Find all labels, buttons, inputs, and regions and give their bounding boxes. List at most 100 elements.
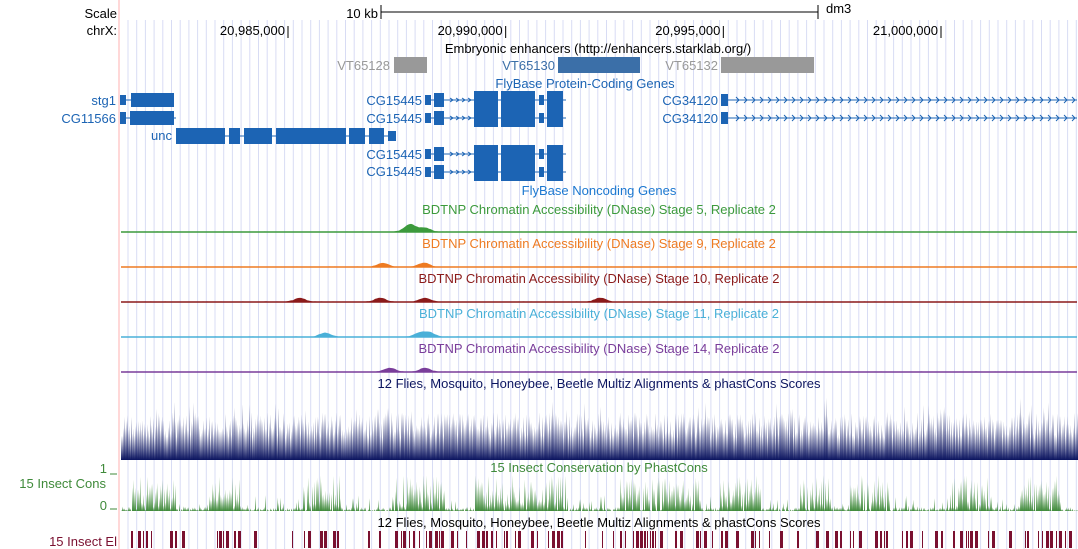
conserved-element[interactable] <box>337 531 339 548</box>
conserved-element[interactable] <box>625 531 626 548</box>
gene-label-cg34120-2[interactable]: CG34120 <box>662 111 718 126</box>
conserved-element[interactable] <box>1069 531 1072 548</box>
conserved-element[interactable] <box>435 531 438 548</box>
conserved-element[interactable] <box>515 531 516 548</box>
conserved-element[interactable] <box>238 531 241 548</box>
conserved-element[interactable] <box>780 531 783 548</box>
conserved-element[interactable] <box>531 531 534 548</box>
gene-model-unc[interactable] <box>176 128 396 144</box>
gene-model-cg34120-2[interactable] <box>721 112 1077 124</box>
gene-label-cg15445-1[interactable]: CG15445 <box>366 93 422 108</box>
gene-label-cg34120-1[interactable]: CG34120 <box>662 93 718 108</box>
multiz-track-title[interactable]: 12 Flies, Mosquito, Honeybee, Beetle Mul… <box>378 376 821 391</box>
conserved-element[interactable] <box>308 531 311 548</box>
protein-coding-track-title[interactable]: FlyBase Protein-Coding Genes <box>495 76 675 91</box>
gene-model-cg34120-1[interactable] <box>721 94 1077 106</box>
enhancer-items[interactable]: VT65128 VT65130 VT65132 <box>337 57 814 73</box>
gene-label-cg15445-3[interactable]: CG15445 <box>366 147 422 162</box>
insect-cons-side-label[interactable]: 15 Insect Cons <box>19 476 106 491</box>
dnase-signal[interactable] <box>121 331 1077 337</box>
gene-model-cg15445-2[interactable] <box>425 109 566 127</box>
conserved-element[interactable] <box>655 531 656 548</box>
dnase-signal[interactable] <box>121 223 1077 232</box>
gene-label-unc[interactable]: unc <box>151 128 172 143</box>
conserved-element[interactable] <box>941 531 943 548</box>
conserved-element[interactable] <box>151 531 152 548</box>
enhancer-feature-vt65128[interactable] <box>394 57 427 73</box>
gene-model-cg11566[interactable] <box>120 111 176 125</box>
conserved-element[interactable] <box>835 531 838 548</box>
conserved-element[interactable] <box>368 531 370 548</box>
conserved-element[interactable] <box>721 531 723 548</box>
gene-model-stg1[interactable] <box>120 93 174 107</box>
conserved-element[interactable] <box>826 531 829 548</box>
conserved-element[interactable] <box>992 531 995 548</box>
protein-coding-genes[interactable]: stg1 CG11566 unc CG15445 CG15445 CG15445 <box>61 91 1077 181</box>
gene-model-cg15445-4[interactable] <box>425 163 566 181</box>
enhancer-label-vt65130[interactable]: VT65130 <box>502 58 555 73</box>
conserved-element[interactable] <box>426 531 427 548</box>
conserved-element[interactable] <box>379 531 381 548</box>
conserved-element[interactable] <box>506 531 508 548</box>
conserved-element[interactable] <box>395 531 398 548</box>
dnase-signal[interactable] <box>121 262 1077 267</box>
gene-model-cg15445-1[interactable] <box>425 91 566 109</box>
conserved-element[interactable] <box>700 531 701 548</box>
conserved-element[interactable] <box>419 531 420 548</box>
conserved-element[interactable] <box>935 531 938 548</box>
conserved-element[interactable] <box>223 531 224 548</box>
conserved-element[interactable] <box>647 531 648 548</box>
gene-label-cg11566[interactable]: CG11566 <box>61 111 116 126</box>
conserved-element[interactable] <box>146 531 148 548</box>
conserved-element[interactable] <box>451 531 454 548</box>
conserved-element[interactable] <box>650 531 651 548</box>
conserved-element[interactable] <box>292 531 293 548</box>
conserved-element[interactable] <box>557 531 560 548</box>
conserved-element[interactable] <box>429 531 432 548</box>
conserved-element[interactable] <box>968 531 969 548</box>
insect-el-side-label[interactable]: 15 Insect El <box>49 534 117 549</box>
conserved-element[interactable] <box>548 531 549 548</box>
conserved-element[interactable] <box>333 531 336 548</box>
dnase-stage10-title[interactable]: BDTNP Chromatin Accessibility (DNase) St… <box>418 271 779 286</box>
conserved-element[interactable] <box>652 531 654 548</box>
conserved-element[interactable] <box>880 531 882 548</box>
conserved-element[interactable] <box>1046 531 1049 548</box>
conserved-element[interactable] <box>840 531 842 548</box>
conserved-element[interactable] <box>875 531 878 548</box>
conserved-element[interactable] <box>226 531 229 548</box>
conserved-element[interactable] <box>518 531 521 548</box>
conserved-element[interactable] <box>922 531 923 548</box>
conserved-element[interactable] <box>759 531 760 548</box>
conserved-element[interactable] <box>324 531 327 548</box>
conserved-element[interactable] <box>975 531 978 548</box>
conserved-element[interactable] <box>769 531 770 548</box>
conserved-element[interactable] <box>138 531 141 548</box>
conserved-element[interactable] <box>704 531 707 548</box>
multiz-signal[interactable] <box>121 397 1078 460</box>
gene-label-cg15445-2[interactable]: CG15445 <box>366 111 422 126</box>
conserved-element[interactable] <box>1065 531 1066 548</box>
conserved-element[interactable] <box>988 531 989 548</box>
conserved-element[interactable] <box>585 531 586 548</box>
conserved-element[interactable] <box>143 531 144 548</box>
conserved-element[interactable] <box>439 531 440 548</box>
conserved-element[interactable] <box>886 531 888 548</box>
conserved-element[interactable] <box>736 531 739 548</box>
conserved-element[interactable] <box>234 531 236 548</box>
conserved-element[interactable] <box>482 531 485 548</box>
dnase-stage14-title[interactable]: BDTNP Chromatin Accessibility (DNase) St… <box>418 341 779 356</box>
conserved-element[interactable] <box>537 531 538 548</box>
conserved-element[interactable] <box>1009 531 1012 548</box>
dnase-stage11-title[interactable]: BDTNP Chromatin Accessibility (DNase) St… <box>419 306 779 321</box>
conserved-element[interactable] <box>561 531 563 548</box>
conserved-element[interactable] <box>170 531 173 548</box>
conserved-element[interactable] <box>403 531 406 548</box>
conserved-element[interactable] <box>409 531 410 548</box>
insect-cons-bars[interactable] <box>121 475 1078 511</box>
conserved-element[interactable] <box>466 531 467 548</box>
dnase-stage9-title[interactable]: BDTNP Chromatin Accessibility (DNase) St… <box>422 236 776 251</box>
conserved-element[interactable] <box>304 531 305 548</box>
conserved-element[interactable] <box>696 531 699 548</box>
enhancer-label-vt65132[interactable]: VT65132 <box>665 58 718 73</box>
